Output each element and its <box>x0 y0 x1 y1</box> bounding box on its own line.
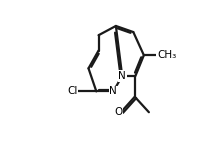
Text: CH₃: CH₃ <box>157 50 176 60</box>
Text: Cl: Cl <box>67 86 77 96</box>
Text: O: O <box>114 107 122 117</box>
Text: N: N <box>118 71 126 81</box>
Text: N: N <box>109 86 117 96</box>
